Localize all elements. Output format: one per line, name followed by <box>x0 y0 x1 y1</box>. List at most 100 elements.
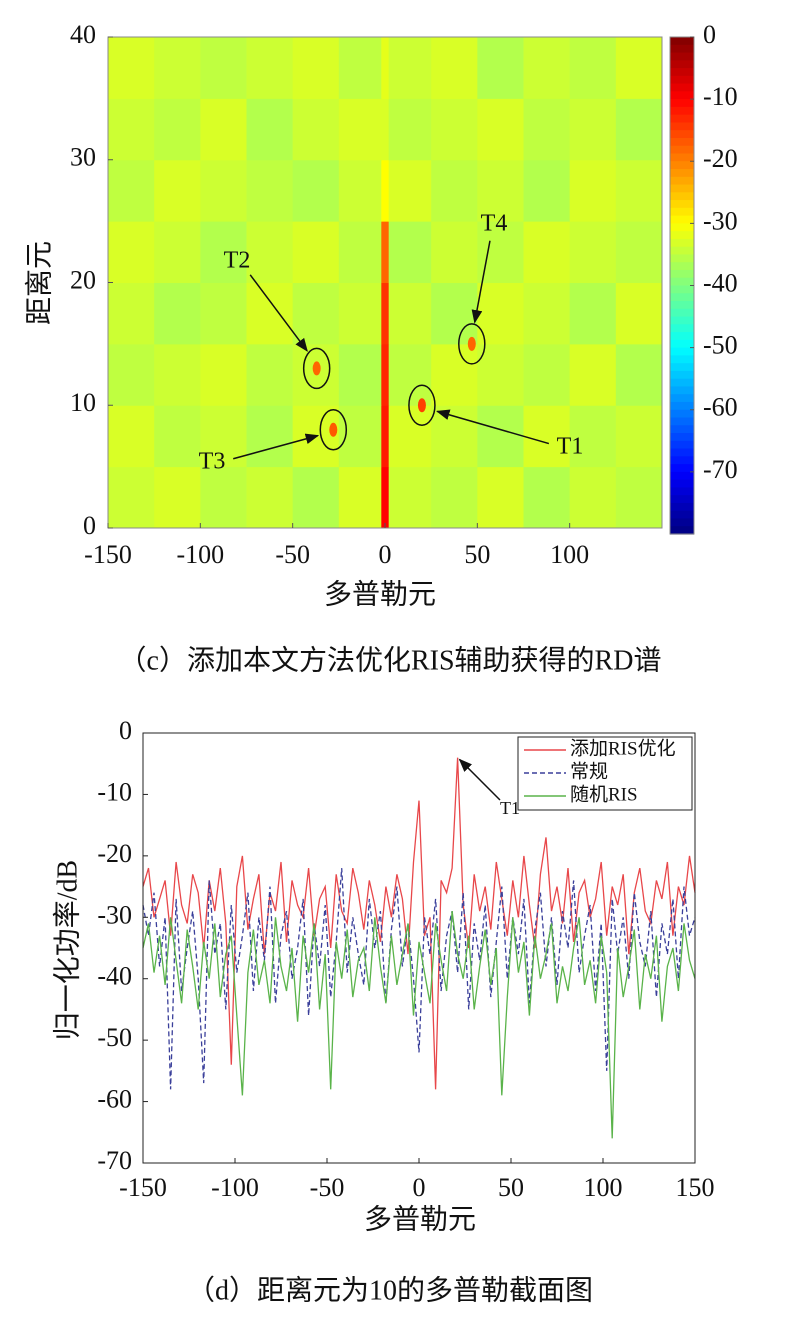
colorbar-step <box>670 192 694 201</box>
y-tick-label: 0 <box>119 716 132 745</box>
heat-cell <box>477 221 524 283</box>
heat-cell <box>431 221 478 283</box>
target-spot <box>312 361 321 376</box>
heat-cell <box>200 37 247 99</box>
target-ring <box>458 323 486 365</box>
colorbar-step <box>670 433 694 442</box>
heat-cell <box>381 405 390 468</box>
x-tick-label: 150 <box>676 1173 715 1202</box>
colorbar-step <box>670 471 694 481</box>
heat-cell <box>381 221 390 283</box>
y-tick-label: -50 <box>97 1023 132 1052</box>
heat-cell <box>381 37 390 99</box>
heat-cell <box>338 37 382 99</box>
heat-cell <box>615 343 663 406</box>
colorbar-step <box>670 378 694 388</box>
colorbar-step <box>670 440 694 450</box>
target-spot <box>467 336 476 351</box>
target-spot <box>329 422 338 437</box>
colorbar-step <box>670 347 694 356</box>
heat-cell <box>246 221 294 283</box>
x-tick-label: -100 <box>176 540 224 569</box>
target-label: T3 <box>199 449 226 475</box>
caption: （d）距离元为10的多普勒截面图 <box>187 1274 593 1306</box>
heat-cell <box>108 98 155 161</box>
legend-box <box>517 736 693 811</box>
x-tick-label: 0 <box>413 1173 426 1202</box>
colorbar-step <box>670 37 694 46</box>
heat-cell <box>569 37 617 99</box>
target-label: T1 <box>557 434 584 460</box>
colorbar-step <box>670 332 694 341</box>
colorbar-label: -10 <box>703 82 738 111</box>
heat-cell <box>523 159 571 222</box>
colorbar-step <box>670 502 694 512</box>
heat-cell <box>338 343 382 406</box>
colorbar-step <box>670 122 694 131</box>
heat-cell <box>615 282 663 345</box>
colorbar-step <box>670 269 694 279</box>
heat-cell <box>388 466 432 529</box>
heat-cell <box>477 466 524 529</box>
colorbar-step <box>670 409 694 419</box>
colorbar-step <box>670 60 694 69</box>
heat-cell <box>338 466 382 529</box>
y-tick-label: 30 <box>70 143 96 172</box>
heat-cell <box>108 282 155 345</box>
x-tick-label: -50 <box>310 1173 345 1202</box>
colorbar-label: -30 <box>703 206 738 235</box>
heat-cell <box>154 466 201 529</box>
arrow <box>471 240 491 324</box>
y-tick-label: -40 <box>97 962 132 991</box>
target-ring <box>302 347 331 390</box>
heat-cell <box>523 98 571 161</box>
heat-cell <box>246 343 294 406</box>
colorbar-step <box>670 425 694 434</box>
heat-cell <box>477 98 524 161</box>
heat-cell <box>381 466 390 529</box>
x-tick-label: 50 <box>498 1173 524 1202</box>
series-line <box>142 757 696 1090</box>
arrow <box>436 409 550 445</box>
heat-cell <box>108 405 155 468</box>
heat-cell <box>200 466 247 529</box>
heat-cell <box>338 159 382 222</box>
heat-cell <box>477 405 524 468</box>
heat-cell <box>477 37 524 99</box>
heat-cell <box>431 98 478 161</box>
arrow <box>233 433 320 460</box>
heat-cell <box>569 343 617 406</box>
colorbar-step <box>670 316 694 325</box>
heat-cell <box>388 221 432 283</box>
series-line <box>142 868 696 1090</box>
heat-cell <box>292 466 340 529</box>
heat-cell <box>569 221 617 283</box>
x-tick-label: -100 <box>211 1173 259 1202</box>
colorbar-step <box>670 518 694 527</box>
colorbar-step <box>670 417 694 426</box>
heat-cell <box>292 37 340 99</box>
x-tick-label: 0 <box>379 540 392 569</box>
colorbar-step <box>670 231 694 240</box>
colorbar-step <box>670 91 694 100</box>
target-ring <box>319 409 348 451</box>
heat-cell <box>477 282 524 345</box>
colorbar-label: -50 <box>703 331 738 360</box>
heat-cell <box>246 466 294 529</box>
heat-cell <box>154 343 201 406</box>
colorbar-step <box>670 137 694 147</box>
colorbar-label: -60 <box>703 393 738 422</box>
y-tick-label: -60 <box>97 1085 132 1114</box>
heat-cell <box>569 282 617 345</box>
colorbar-step <box>670 308 694 318</box>
x-tick-label: 100 <box>584 1173 623 1202</box>
target-ring <box>408 384 436 426</box>
colorbar-step <box>670 464 694 473</box>
heat-cell <box>108 221 155 283</box>
heat-cell <box>108 37 155 99</box>
y-tick-label: -70 <box>97 1146 132 1175</box>
heat-cell <box>108 159 155 222</box>
heat-cell <box>615 466 663 529</box>
colorbar-step <box>670 68 694 77</box>
